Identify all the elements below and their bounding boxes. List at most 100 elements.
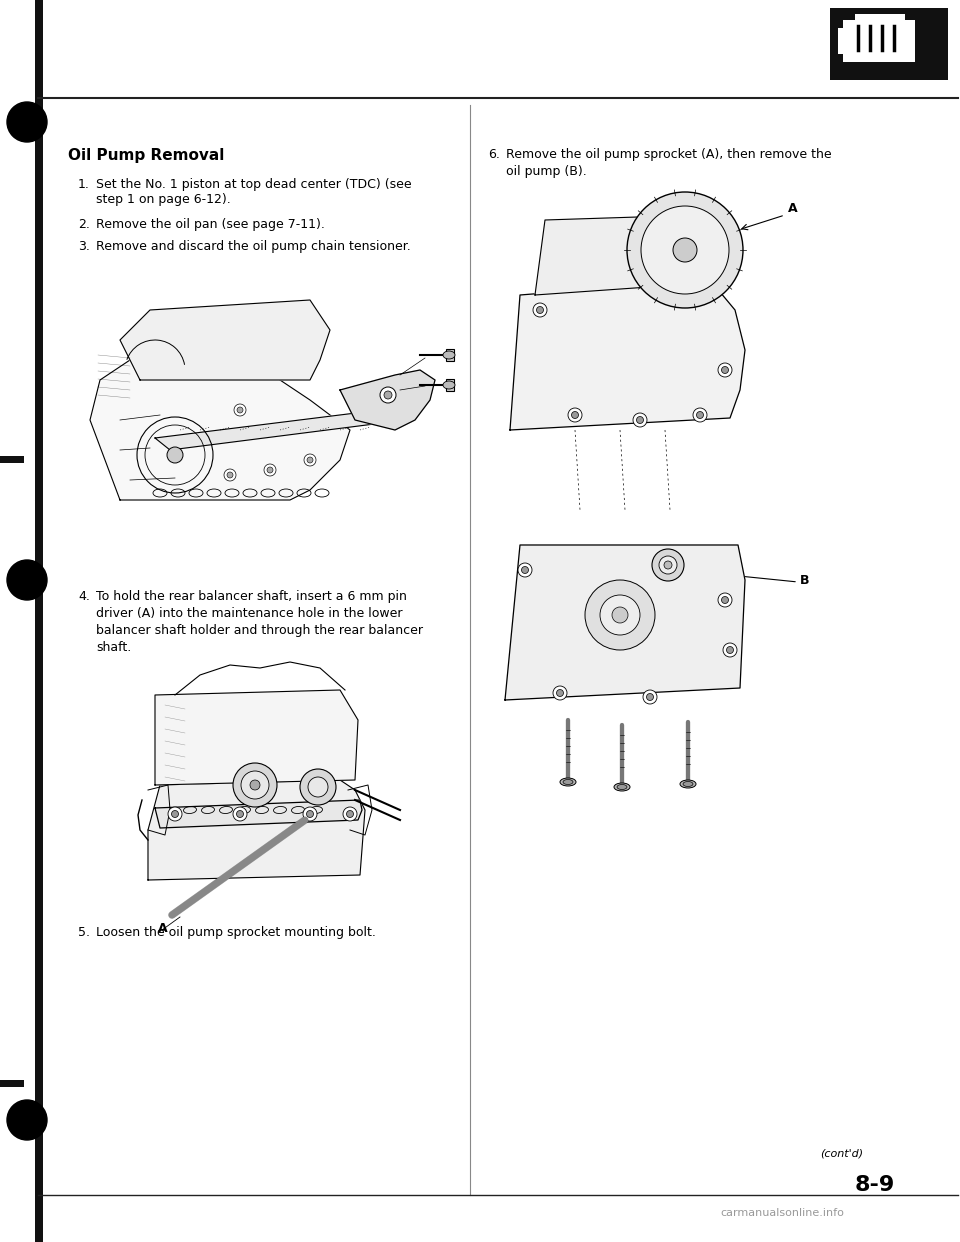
Circle shape [234, 404, 246, 416]
Ellipse shape [563, 780, 573, 785]
Polygon shape [340, 370, 435, 430]
Circle shape [521, 566, 529, 574]
Circle shape [553, 686, 567, 700]
Circle shape [168, 807, 182, 821]
Circle shape [652, 549, 684, 581]
Polygon shape [155, 410, 395, 450]
Circle shape [659, 556, 677, 574]
Circle shape [568, 409, 582, 422]
Bar [0, 1081, 24, 1087]
Bar [446, 349, 454, 361]
Circle shape [264, 465, 276, 476]
Circle shape [236, 811, 244, 817]
Circle shape [641, 206, 729, 294]
Polygon shape [155, 800, 362, 828]
Circle shape [718, 363, 732, 378]
Circle shape [308, 777, 328, 797]
Bar [446, 379, 454, 391]
Circle shape [557, 689, 564, 697]
Polygon shape [505, 545, 745, 700]
Circle shape [664, 561, 672, 569]
Ellipse shape [560, 777, 576, 786]
Circle shape [612, 607, 628, 623]
Circle shape [167, 447, 183, 463]
Text: 4.: 4. [78, 590, 90, 604]
Bar [838, 29, 846, 53]
Polygon shape [155, 691, 358, 785]
Circle shape [571, 411, 579, 419]
Circle shape [643, 691, 657, 704]
Circle shape [722, 596, 729, 604]
Circle shape [303, 807, 317, 821]
Circle shape [673, 238, 697, 262]
Circle shape [172, 811, 179, 817]
Ellipse shape [443, 381, 455, 389]
Circle shape [585, 580, 655, 650]
Circle shape [304, 455, 316, 466]
Text: Remove and discard the oil pump chain tensioner.: Remove and discard the oil pump chain te… [96, 240, 411, 253]
Bar [0, 456, 24, 463]
Circle shape [646, 693, 654, 700]
Circle shape [233, 807, 247, 821]
Ellipse shape [683, 781, 693, 786]
Text: 5.: 5. [78, 927, 90, 939]
Ellipse shape [443, 351, 455, 359]
Circle shape [306, 811, 314, 817]
Circle shape [518, 563, 532, 578]
Circle shape [636, 416, 643, 424]
Text: 8-9: 8-9 [855, 1175, 896, 1195]
Circle shape [307, 457, 313, 463]
Circle shape [693, 409, 707, 422]
Ellipse shape [680, 780, 696, 787]
Text: 1.: 1. [78, 178, 90, 191]
Circle shape [300, 769, 336, 805]
Circle shape [224, 469, 236, 481]
Circle shape [718, 592, 732, 607]
Circle shape [633, 414, 647, 427]
Ellipse shape [617, 785, 627, 790]
Circle shape [7, 102, 47, 142]
Circle shape [380, 388, 396, 402]
Ellipse shape [614, 782, 630, 791]
Circle shape [227, 472, 233, 478]
Circle shape [347, 811, 353, 817]
Circle shape [384, 391, 392, 399]
Circle shape [533, 303, 547, 317]
Circle shape [627, 193, 743, 308]
Text: Remove the oil pan (see page 7-11).: Remove the oil pan (see page 7-11). [96, 219, 324, 231]
Circle shape [343, 807, 357, 821]
Polygon shape [510, 279, 745, 430]
Polygon shape [90, 360, 350, 501]
Bar [855, 14, 905, 26]
Circle shape [241, 771, 269, 799]
Circle shape [7, 560, 47, 600]
Polygon shape [120, 301, 330, 380]
Text: carmanualsonline.info: carmanualsonline.info [720, 1208, 844, 1218]
Text: Oil Pump Removal: Oil Pump Removal [68, 148, 225, 163]
Circle shape [537, 307, 543, 313]
Text: 2.: 2. [78, 219, 90, 231]
Text: A: A [158, 922, 168, 935]
Circle shape [250, 780, 260, 790]
Text: To hold the rear balancer shaft, insert a 6 mm pin
driver (A) into the maintenan: To hold the rear balancer shaft, insert … [96, 590, 423, 655]
Text: Loosen the oil pump sprocket mounting bolt.: Loosen the oil pump sprocket mounting bo… [96, 927, 376, 939]
Circle shape [7, 1100, 47, 1140]
Circle shape [267, 467, 273, 473]
Circle shape [697, 411, 704, 419]
Polygon shape [148, 780, 365, 881]
Text: 6.: 6. [488, 148, 500, 161]
Bar [830, 7, 948, 79]
Circle shape [237, 407, 243, 414]
Circle shape [723, 643, 737, 657]
Circle shape [727, 647, 733, 653]
Circle shape [600, 595, 640, 635]
Polygon shape [535, 215, 725, 296]
Text: A: A [788, 201, 798, 215]
Text: Set the No. 1 piston at top dead center (TDC) (see
step 1 on page 6-12).: Set the No. 1 piston at top dead center … [96, 178, 412, 206]
Bar [35, 0, 43, 1242]
Text: 3.: 3. [78, 240, 90, 253]
Circle shape [722, 366, 729, 374]
Text: (cont'd): (cont'd) [820, 1148, 863, 1158]
Text: Remove the oil pump sprocket (A), then remove the
oil pump (B).: Remove the oil pump sprocket (A), then r… [506, 148, 831, 178]
Bar [843, 20, 915, 62]
